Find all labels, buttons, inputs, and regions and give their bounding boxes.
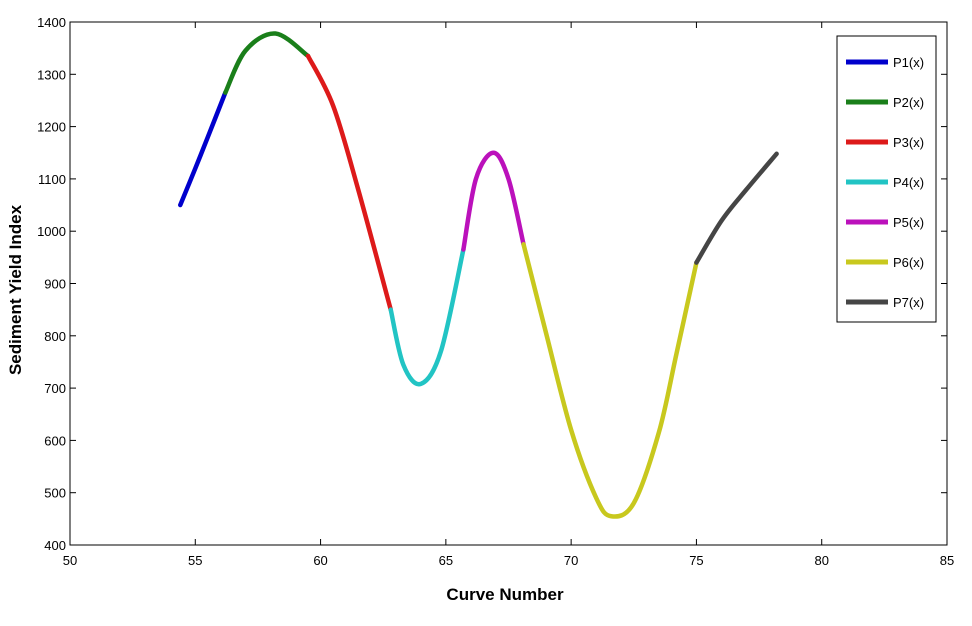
series-line-p1 xyxy=(178,90,228,208)
y-axis-title: Sediment Yield Index xyxy=(6,204,25,375)
legend-label: P5(x) xyxy=(893,215,924,230)
legend-label: P6(x) xyxy=(893,255,924,270)
series-line-p3 xyxy=(305,53,393,312)
y-tick-label: 500 xyxy=(44,486,66,501)
x-axis-title: Curve Number xyxy=(446,585,564,604)
y-tick-label: 1200 xyxy=(37,120,66,135)
y-tick-label: 1400 xyxy=(37,15,66,30)
x-tick-label: 80 xyxy=(814,553,828,568)
series-line-p7 xyxy=(694,151,779,265)
y-tick-label: 800 xyxy=(44,329,66,344)
axis-ticks: 50 55 60 65 70 75 80 85 400 500 600 700 800 900 1000 11… xyxy=(37,15,954,568)
series-line-p5 xyxy=(461,150,526,252)
x-tick-label: 85 xyxy=(940,553,954,568)
y-tick-label: 700 xyxy=(44,381,66,396)
x-tick-label: 55 xyxy=(188,553,202,568)
legend-label: P4(x) xyxy=(893,175,924,190)
plot-area xyxy=(69,21,948,546)
series-layer xyxy=(178,31,779,519)
series-line-p2 xyxy=(223,31,311,95)
x-tick-label: 50 xyxy=(63,553,77,568)
legend-box xyxy=(836,35,937,323)
x-tick-label: 75 xyxy=(689,553,703,568)
series-line-p4 xyxy=(388,247,466,387)
y-tick-label: 400 xyxy=(44,538,66,553)
plot-frame xyxy=(69,21,948,546)
legend-label: P2(x) xyxy=(893,95,924,110)
y-tick-label: 1100 xyxy=(38,172,66,187)
legend-label: P1(x) xyxy=(893,55,924,70)
legend-label: P3(x) xyxy=(893,135,924,150)
legend: P1(x) P2(x) P3(x) P4(x) P5(x) P6(x) P7(x) xyxy=(836,35,937,323)
y-tick-label: 900 xyxy=(44,277,66,292)
x-tick-label: 65 xyxy=(439,553,453,568)
y-tick-label: 1300 xyxy=(37,67,66,82)
x-tick-label: 60 xyxy=(313,553,327,568)
x-tick-label: 70 xyxy=(564,553,578,568)
y-tick-label: 1000 xyxy=(37,224,66,239)
legend-label: P7(x) xyxy=(893,295,924,310)
y-tick-label: 600 xyxy=(44,433,66,448)
series-line-p6 xyxy=(521,242,699,519)
